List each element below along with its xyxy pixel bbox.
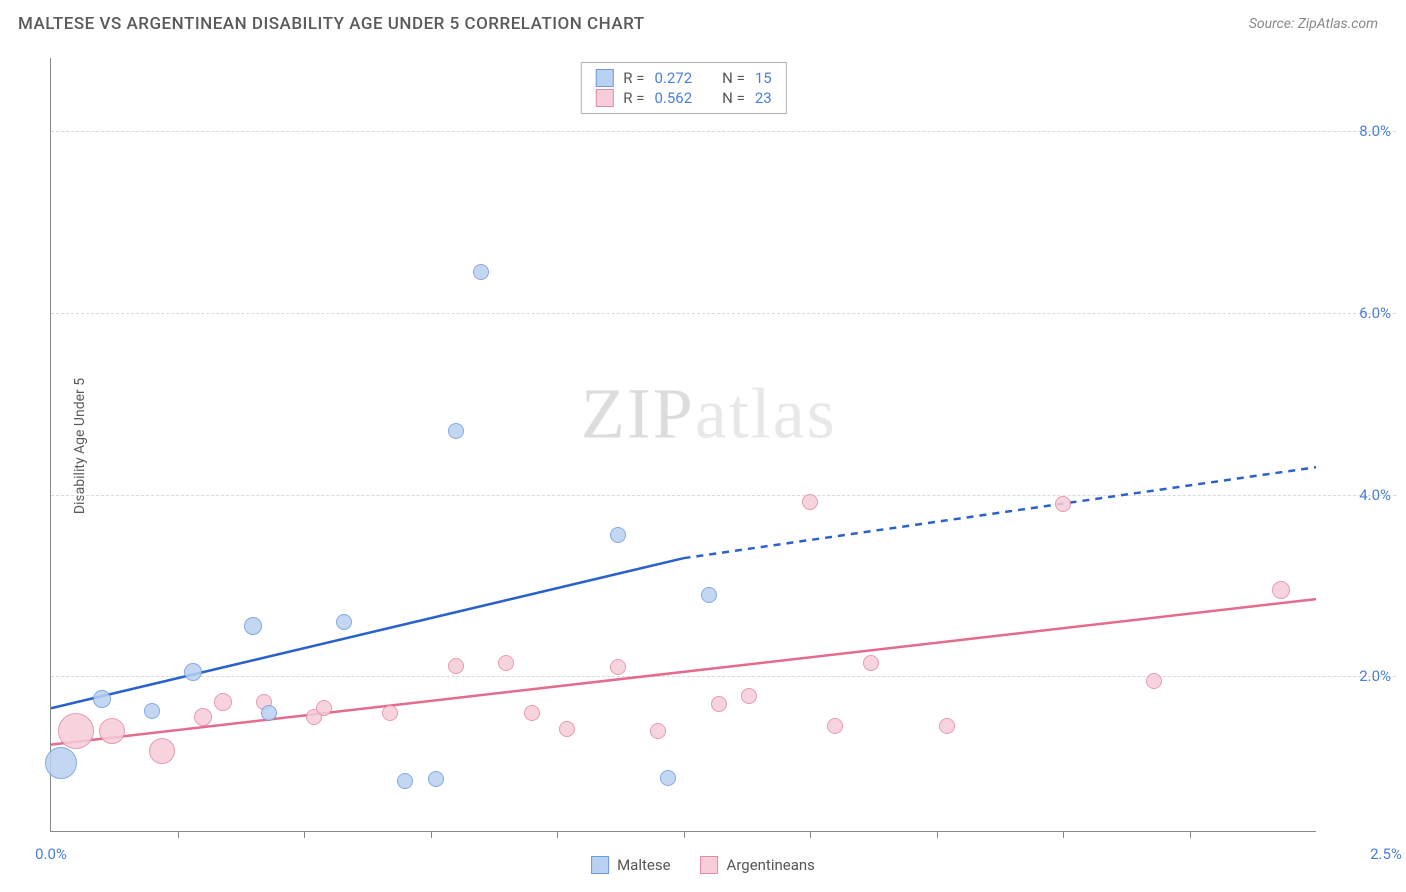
- y-tick-label: 8.0%: [1359, 122, 1391, 140]
- legend-item: Argentineans: [701, 856, 815, 874]
- n-label: N =: [722, 89, 745, 107]
- data-point: [58, 713, 94, 749]
- legend-swatch: [701, 856, 719, 874]
- data-point: [559, 721, 575, 737]
- data-point: [214, 693, 232, 711]
- data-point: [144, 703, 160, 719]
- trend-lines: [51, 58, 1316, 831]
- x-tick: [431, 831, 432, 838]
- data-point: [194, 708, 212, 726]
- data-point: [660, 770, 676, 786]
- x-tick: [937, 831, 938, 838]
- y-tick-label: 2.0%: [1359, 667, 1391, 685]
- data-point: [244, 617, 262, 635]
- x-tick-label: 2.5%: [1370, 845, 1402, 863]
- data-point: [610, 527, 626, 543]
- data-point: [473, 264, 489, 280]
- trend-line-solid: [51, 599, 1316, 745]
- data-point: [802, 494, 818, 510]
- n-value: 23: [755, 89, 772, 107]
- chart-header: MALTESE VS ARGENTINEAN DISABILITY AGE UN…: [0, 0, 1406, 42]
- data-point: [701, 587, 717, 603]
- data-point: [448, 658, 464, 674]
- data-point: [336, 614, 352, 630]
- legend-row: R = 0.562 N = 23: [595, 89, 771, 107]
- data-point: [261, 705, 277, 721]
- x-tick: [684, 831, 685, 838]
- x-tick: [557, 831, 558, 838]
- y-tick-label: 6.0%: [1359, 304, 1391, 322]
- x-tick: [178, 831, 179, 838]
- legend-swatch: [595, 69, 613, 87]
- y-tick-label: 4.0%: [1359, 486, 1391, 504]
- r-value: 0.272: [654, 69, 692, 87]
- data-point: [397, 773, 413, 789]
- data-point: [863, 655, 879, 671]
- chart-title: MALTESE VS ARGENTINEAN DISABILITY AGE UN…: [18, 14, 645, 34]
- trend-line-dashed: [684, 467, 1317, 558]
- r-label: R =: [623, 69, 644, 87]
- data-point: [382, 705, 398, 721]
- legend-item: Maltese: [591, 856, 670, 874]
- x-tick-label: 0.0%: [35, 845, 67, 863]
- data-point: [711, 696, 727, 712]
- data-point: [498, 655, 514, 671]
- data-point: [428, 771, 444, 787]
- legend-swatch: [595, 89, 613, 107]
- legend-bottom: Maltese Argentineans: [591, 856, 815, 874]
- n-label: N =: [722, 69, 745, 87]
- legend-swatch: [591, 856, 609, 874]
- legend-label: Argentineans: [727, 856, 815, 874]
- data-point: [1272, 581, 1290, 599]
- data-point: [1146, 673, 1162, 689]
- x-tick: [1063, 831, 1064, 838]
- x-tick: [304, 831, 305, 838]
- data-point: [99, 718, 125, 744]
- scatter-chart: ZIPatlas 2.0%4.0%6.0%8.0%0.0%2.5%R =0.27…: [50, 58, 1316, 832]
- correlation-legend: R = 0.272 N = 15 R = 0.562 N = 23: [580, 62, 786, 114]
- data-point: [827, 718, 843, 734]
- data-point: [316, 700, 332, 716]
- data-point: [524, 705, 540, 721]
- data-point: [610, 659, 626, 675]
- trend-line-solid: [51, 558, 684, 708]
- data-point: [1055, 496, 1071, 512]
- data-point: [149, 738, 175, 764]
- data-point: [45, 747, 77, 779]
- n-value: 15: [755, 69, 772, 87]
- data-point: [93, 690, 111, 708]
- x-tick: [810, 831, 811, 838]
- source-credit: Source: ZipAtlas.com: [1249, 16, 1378, 32]
- data-point: [741, 688, 757, 704]
- r-value: 0.562: [654, 89, 692, 107]
- legend-row: R = 0.272 N = 15: [595, 69, 771, 87]
- data-point: [448, 423, 464, 439]
- data-point: [939, 718, 955, 734]
- x-tick: [1190, 831, 1191, 838]
- data-point: [650, 723, 666, 739]
- data-point: [184, 663, 202, 681]
- legend-label: Maltese: [617, 856, 670, 874]
- r-label: R =: [623, 89, 644, 107]
